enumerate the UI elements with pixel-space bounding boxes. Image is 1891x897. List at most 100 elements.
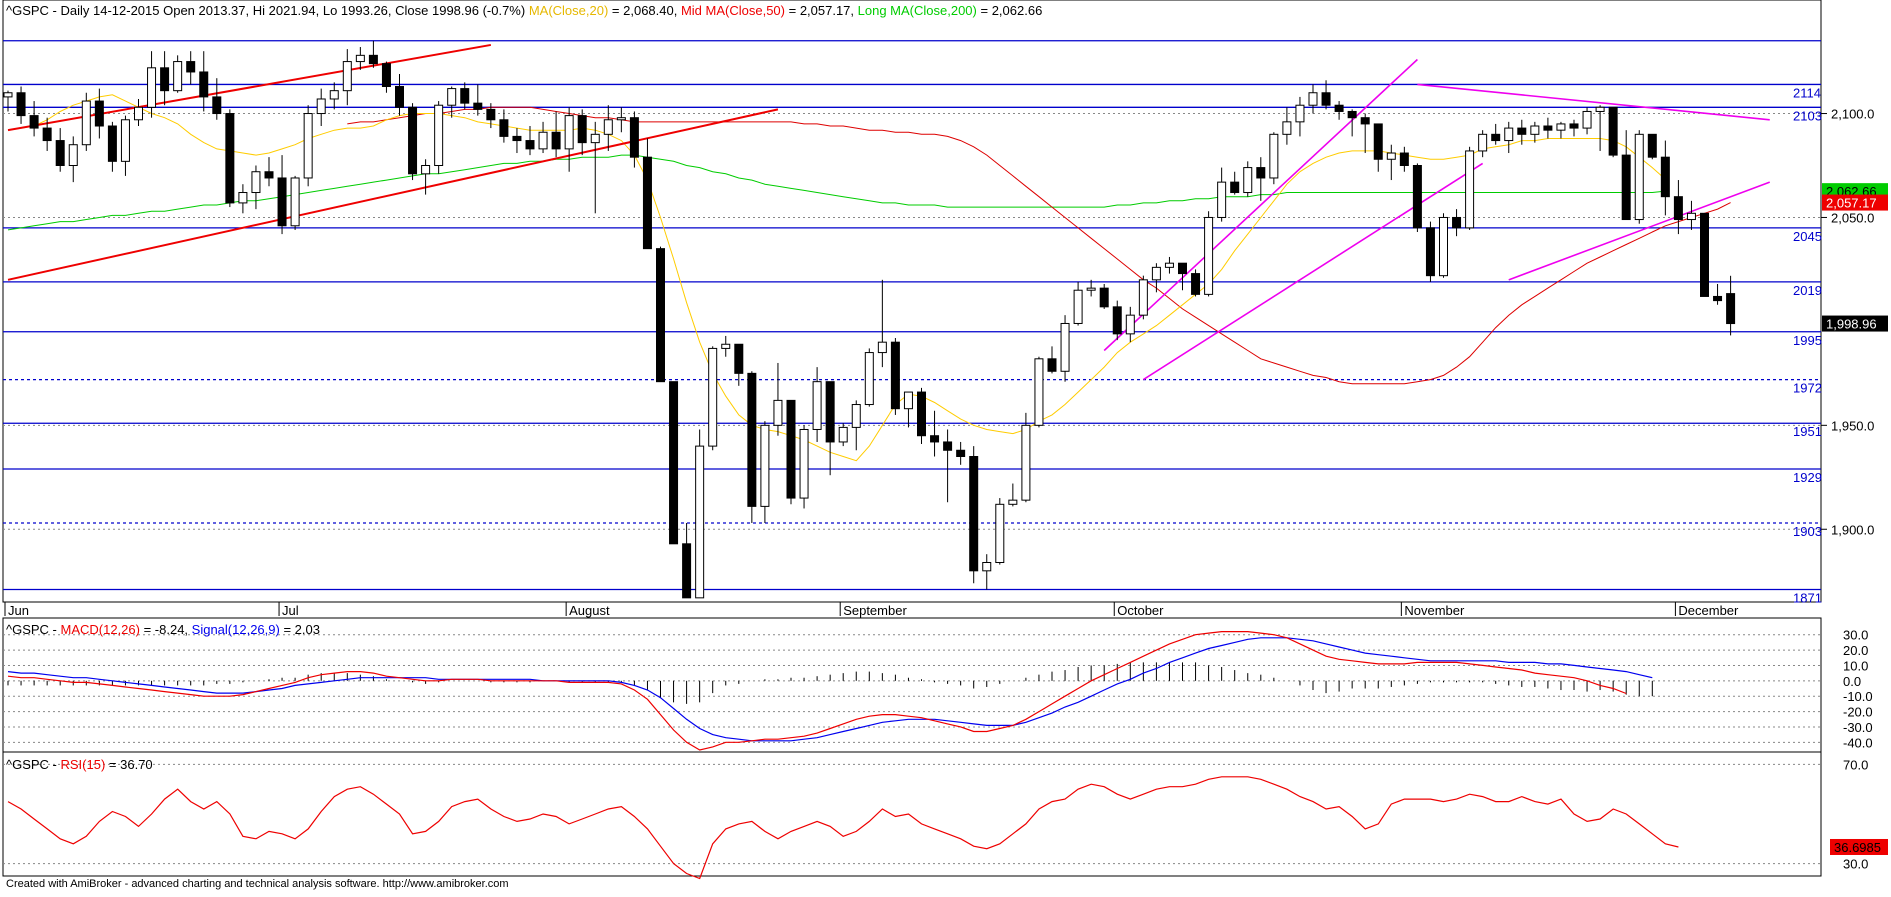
candle-body — [1034, 358, 1044, 426]
x-axis-tick-label: November — [1404, 603, 1465, 618]
macd-axis-tick-label: 30.0 — [1843, 628, 1868, 643]
candle — [408, 103, 418, 181]
x-axis-tick-label: December — [1678, 603, 1739, 618]
price-right-tag-label: 1,998.96 — [1826, 317, 1877, 332]
candle — [1151, 263, 1161, 293]
candle-body — [1217, 181, 1227, 218]
candle-body — [1412, 165, 1422, 229]
candle-body — [1530, 125, 1540, 135]
candle — [1439, 213, 1448, 278]
candle — [499, 109, 509, 143]
level-label: 2114 — [1793, 85, 1821, 100]
candle — [1556, 121, 1566, 139]
candle-body — [1386, 152, 1396, 160]
candle-body — [903, 391, 913, 410]
candle — [473, 84, 483, 116]
candle — [877, 279, 887, 368]
candle-body — [316, 98, 326, 115]
candle — [1308, 84, 1318, 114]
candle-body — [682, 543, 692, 599]
legend-ma20-label: MA(Close,20) — [529, 3, 608, 18]
rsi-legend-value: = 36.70 — [109, 757, 153, 772]
candle — [525, 126, 535, 156]
candle-body — [1425, 227, 1435, 277]
candle — [1204, 211, 1214, 297]
candle-body — [1138, 279, 1148, 316]
candle-body — [1204, 216, 1214, 295]
candle-body — [107, 125, 117, 162]
candle-body — [499, 119, 509, 137]
candle — [1073, 281, 1083, 326]
candle-body — [734, 343, 744, 374]
candle-body — [590, 133, 600, 144]
candle-body — [1321, 92, 1331, 106]
candle-body — [1660, 156, 1670, 198]
trend-line — [1417, 83, 1770, 121]
candle — [577, 109, 587, 156]
candle-body — [864, 352, 874, 406]
candle — [1099, 283, 1109, 309]
candle-body — [1713, 295, 1723, 302]
price-axis-tick-label: 1,900.0 — [1831, 522, 1874, 537]
candle — [1386, 144, 1396, 181]
legend-ma200-value: = 2,062.66 — [981, 3, 1043, 18]
signal-legend-value: = 2.03 — [283, 622, 320, 637]
candle-body — [1008, 499, 1018, 505]
candle-body — [460, 88, 470, 104]
candle-body — [1347, 110, 1357, 119]
candle-body — [368, 54, 378, 65]
macd-legend-prefix: ^GSPC - — [6, 622, 61, 637]
candle — [1634, 130, 1644, 224]
candle — [42, 117, 52, 151]
trend-line — [1508, 181, 1771, 281]
candle — [734, 343, 744, 386]
rsi-legend-prefix: ^GSPC - — [6, 757, 61, 772]
candle-body — [1700, 212, 1709, 297]
candle — [1660, 140, 1670, 216]
level-label: 1995 — [1793, 333, 1822, 348]
rsi-line — [7, 776, 1679, 880]
macd-axis-tick-label: -10.0 — [1843, 689, 1873, 704]
candle-body — [917, 391, 926, 437]
candle-body — [225, 113, 235, 204]
candle-body — [890, 341, 900, 410]
candle-body — [1373, 123, 1383, 160]
candle — [381, 61, 391, 93]
candle — [264, 157, 274, 187]
candle — [1465, 146, 1475, 230]
candle — [1112, 300, 1122, 341]
candle — [708, 346, 718, 451]
candle-body — [395, 86, 404, 108]
rsi-right-tag-label: 36.6985 — [1834, 840, 1881, 855]
rsi-panel: 70.0 30.0 36.6985 — [3, 757, 1888, 880]
candle — [303, 105, 313, 187]
price-legend: ^GSPC - Daily 14-12-2015 Open 2013.37, H… — [6, 3, 1042, 18]
candle — [1530, 121, 1540, 143]
trend-line — [1103, 58, 1418, 352]
candle-body — [120, 119, 130, 162]
candle-body — [408, 106, 418, 175]
candle — [1295, 96, 1305, 137]
candle — [799, 425, 809, 509]
candle-body — [238, 192, 248, 204]
candle — [890, 338, 900, 415]
footer-credit: Created with AmiBroker - advanced charti… — [6, 878, 509, 890]
candle-body — [1399, 152, 1409, 166]
candle — [29, 101, 39, 137]
candle — [447, 86, 457, 118]
candle-body — [773, 399, 783, 426]
candle-body — [1243, 167, 1253, 194]
candle — [1021, 412, 1031, 503]
macd-axis-tick-label: 0.0 — [1843, 674, 1861, 689]
candle-body — [995, 503, 1005, 564]
candle — [120, 115, 130, 176]
candle-body — [381, 63, 391, 88]
candle — [669, 381, 679, 545]
candle-body — [551, 131, 561, 150]
macd-legend-label: MACD(12,26) — [61, 622, 140, 637]
candle — [486, 103, 496, 129]
rsi-axis-tick-label: 30.0 — [1843, 857, 1868, 872]
candle-body — [1517, 127, 1527, 135]
candle — [1517, 119, 1527, 145]
